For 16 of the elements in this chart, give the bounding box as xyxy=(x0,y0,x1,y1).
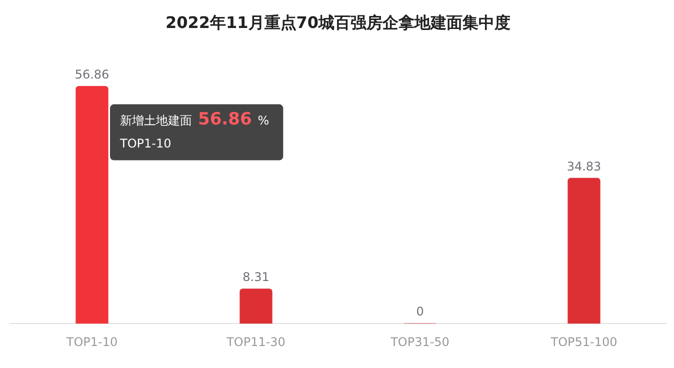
bar xyxy=(76,86,108,324)
data-label: 56.86 xyxy=(74,67,110,82)
annotation: 56.86 xyxy=(198,110,252,130)
annotation: 新增土地建面 xyxy=(120,113,192,128)
x-tick-label: TOP1-10 xyxy=(65,334,118,349)
bar xyxy=(568,178,600,324)
annotation: TOP1-10 xyxy=(119,136,172,150)
data-label: 8.31 xyxy=(242,270,270,284)
x-tick-label: TOP31-50 xyxy=(390,334,450,349)
x-tick-label: TOP51-100 xyxy=(550,334,618,349)
annotation: % xyxy=(258,113,270,128)
chart-title: 2022年11月重点70城百强房企拿地建面集中度 xyxy=(165,12,511,32)
bar xyxy=(240,288,272,324)
data-label: 0 xyxy=(416,304,424,319)
x-tick-label: TOP11-30 xyxy=(226,334,286,349)
data-label: 34.83 xyxy=(566,159,602,174)
